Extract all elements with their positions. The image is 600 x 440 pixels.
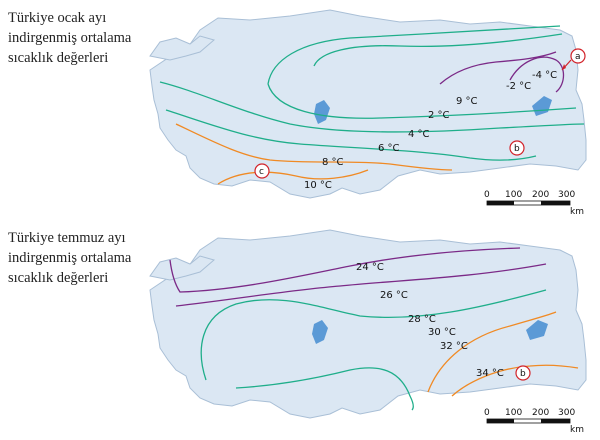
july-title-line-1: Türkiye temmuz ayı	[8, 230, 126, 246]
isotherm-30	[235, 367, 414, 411]
iso-label-24: 24 °C	[356, 262, 384, 273]
iso-label-2: 2 °C	[428, 110, 450, 121]
january-title-line-1: Türkiye ocak ayı	[8, 10, 107, 26]
january-title-line-2: indirgenmiş ortalama	[8, 30, 132, 46]
iso-label-8: 8 °C	[322, 157, 344, 168]
scale-tick-300: 300	[558, 408, 575, 418]
scale-tick-300: 300	[558, 190, 575, 200]
tuz-lake	[312, 320, 328, 344]
isotherm-6	[165, 109, 537, 161]
scale-tick-100: 100	[505, 190, 522, 200]
isotherm-9	[313, 33, 563, 67]
iso-label-4: 4 °C	[408, 129, 430, 140]
iso-label-10: 10 °C	[304, 180, 332, 191]
iso-label-34: 34 °C	[476, 368, 504, 379]
july-map-title: Türkiye temmuz ayı indirgenmiş ortalama …	[8, 228, 131, 288]
isotherm-24	[169, 247, 521, 293]
iso-label-6: 6 °C	[378, 143, 400, 154]
january-map-title: Türkiye ocak ayı indirgenmiş ortalama sı…	[8, 8, 131, 68]
scale-unit: km	[570, 425, 584, 435]
july-title-line-2: indirgenmiş ortalama	[8, 250, 132, 266]
isotherm-28	[200, 289, 547, 381]
scale-tick-0: 0	[484, 190, 490, 200]
marker-b-label: b	[514, 144, 520, 154]
marker-b: b	[509, 140, 525, 156]
marker-c-label: c	[259, 167, 264, 177]
van-lake	[526, 320, 548, 340]
july-title-line-3: sıcaklık değerleri	[8, 270, 109, 286]
marker-a-label: a	[575, 52, 581, 62]
tuz-lake	[314, 100, 330, 124]
marker-c: c	[254, 163, 270, 179]
iso-label-30: 30 °C	[428, 327, 456, 338]
marker-b: b	[515, 365, 531, 381]
isotherm-2	[267, 25, 577, 119]
isotherm-minus2	[439, 51, 557, 85]
scale-unit: km	[570, 207, 584, 217]
january-map-panel: Türkiye ocak ayı indirgenmiş ortalama sı…	[8, 8, 587, 217]
isotherm-4	[159, 81, 585, 133]
iso-label-32: 32 °C	[440, 341, 468, 352]
july-map: 24 °C 26 °C 28 °C 30 °C 32 °C 34 °C b 0 …	[149, 229, 587, 435]
isotherm-8	[175, 123, 453, 171]
july-map-panel: Türkiye temmuz ayı indirgenmiş ortalama …	[0, 220, 600, 440]
january-scale-bar: 0 100 200 300 km	[484, 190, 584, 217]
isotherm-10	[217, 169, 369, 185]
isotherm-32	[427, 311, 557, 393]
thrace-land	[149, 255, 216, 281]
isotherm-minus4	[509, 56, 565, 93]
marker-a: a	[561, 48, 586, 71]
marker-b-label: b	[520, 369, 526, 379]
january-title-line-3: sıcaklık değerleri	[8, 50, 109, 66]
january-map: -4 °C -2 °C 9 °C 2 °C 4 °C 6 °C 8 °C 10 …	[149, 9, 587, 217]
iso-label-minus2: -2 °C	[506, 81, 531, 92]
iso-label-26: 26 °C	[380, 290, 408, 301]
scale-tick-200: 200	[532, 190, 549, 200]
thrace-land	[149, 35, 216, 61]
july-scale-bar: 0 100 200 300 km	[484, 408, 584, 435]
iso-label-minus4: -4 °C	[532, 70, 557, 81]
iso-label-9: 9 °C	[456, 96, 478, 107]
iso-label-28: 28 °C	[408, 314, 436, 325]
scale-tick-100: 100	[505, 408, 522, 418]
turkey-land	[149, 229, 587, 419]
isotherm-34	[451, 364, 579, 397]
scale-tick-200: 200	[532, 408, 549, 418]
turkey-land	[149, 9, 587, 199]
isotherm-26	[175, 263, 547, 307]
scale-tick-0: 0	[484, 408, 490, 418]
